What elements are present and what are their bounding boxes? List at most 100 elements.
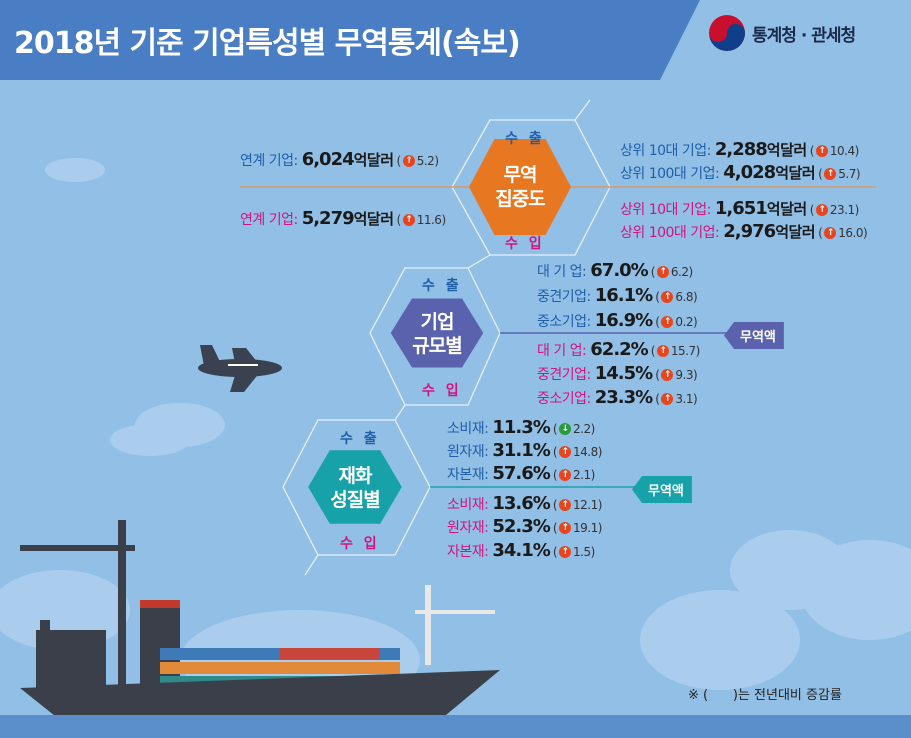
change-value: 2.1 [573, 468, 591, 482]
stat-label: 자본재: [447, 467, 489, 483]
stat-row: 중소기업: 23.3%(↑ 3.1) [537, 387, 698, 408]
stat-label: 상위 10대 기업: [620, 143, 711, 159]
stat-change: (↑ 3.1) [655, 392, 698, 406]
stat-label: 상위 100대 기업: [620, 166, 720, 182]
arrow-up-icon: ↑ [559, 446, 571, 458]
arrow-up-icon: ↑ [656, 266, 669, 278]
arrow-up-icon: ↑ [815, 204, 828, 216]
stat-row: 원자재: 31.1%(↑ 14.8) [447, 440, 602, 461]
agency-names: 통계청 · 관세청 [752, 25, 856, 46]
stat-label: 원자재: [447, 520, 489, 536]
stat-value: 16.1% [594, 285, 653, 306]
arrow-up-icon: ↑ [661, 369, 674, 381]
page-title: 2018년 기준 기업특성별 무역통계(속보) [14, 26, 521, 61]
arrow-down-icon: ↓ [559, 423, 571, 435]
stat-value: 14.5% [594, 363, 653, 384]
stat-value: 23.3% [594, 387, 653, 408]
change-value: 10.4 [829, 144, 855, 158]
stat-value: 67.0% [590, 260, 648, 281]
change-value: 16.0 [838, 226, 863, 240]
stat-row: 대 기 업: 67.0%(↑ 6.2) [537, 260, 693, 281]
stat-value: 13.6% [492, 493, 550, 514]
stat-change: (↑ 6.2) [650, 265, 693, 279]
stat-change: (↑ 10.4) [809, 144, 860, 158]
stat-row: 상위 100대 기업: 2,976 억달러(↑ 16.0) [620, 221, 868, 242]
arrow-up-icon: ↑ [559, 546, 571, 558]
stat-change: (↑ 12.1) [552, 498, 603, 512]
stat-row: 상위 100대 기업: 4,028 억달러(↑ 5.7) [620, 162, 861, 183]
change-value: 11.6 [416, 213, 442, 227]
size-import-label: 수 입 [422, 383, 462, 399]
stat-change: (↑ 16.0) [818, 226, 868, 240]
stat-value: 34.1% [492, 540, 550, 561]
arrow-up-icon: ↑ [559, 499, 571, 511]
stat-row: 소비재: 13.6%(↑ 12.1) [447, 493, 602, 514]
taegeuk-logo-icon [709, 15, 745, 51]
stat-value: 6,024 [301, 149, 355, 170]
concentration-import-label: 수 입 [505, 236, 545, 252]
stat-row: 연계 기업: 5,279 억달러(↑ 11.6) [240, 208, 446, 229]
change-value: 15.7 [670, 344, 696, 358]
arrow-up-icon: ↑ [661, 291, 674, 303]
goods-export-label: 수 출 [340, 431, 380, 447]
stat-label: 중견기업: [537, 367, 591, 383]
concentration-hex [469, 138, 571, 235]
change-value: 9.3 [675, 368, 693, 382]
stat-change: (↑ 11.6) [396, 213, 447, 227]
change-value: 2.2 [573, 422, 591, 436]
arrow-up-icon: ↑ [656, 345, 669, 357]
change-value: 1.5 [573, 545, 591, 559]
change-value: 12.1 [573, 498, 598, 512]
stat-row: 원자재: 52.3%(↑ 19.1) [447, 516, 602, 537]
stat-row: 상위 10대 기업: 2,288 억달러(↑ 10.4) [620, 139, 859, 160]
stat-value: 2,976 [723, 221, 776, 242]
arrow-up-icon: ↑ [402, 214, 415, 226]
size-title: 기업 규모별 [412, 311, 462, 357]
airplane-icon [198, 345, 282, 392]
stat-value: 4,028 [723, 162, 776, 183]
stat-unit: 억달러 [775, 223, 816, 241]
stat-label: 연계 기업: [240, 212, 298, 228]
stat-row: 중소기업: 16.9%(↑ 0.2) [537, 310, 698, 331]
stat-row: 자본재: 57.6%(↑ 2.1) [447, 463, 595, 484]
arrow-up-icon: ↑ [824, 168, 837, 180]
stat-change: (↑ 2.1) [552, 468, 595, 482]
change-value: 6.2 [670, 265, 689, 279]
stat-change: (↑ 9.3) [655, 368, 698, 382]
stat-label: 소비재: [447, 421, 489, 437]
change-value: 3.1 [675, 392, 693, 406]
arrow-up-icon: ↑ [661, 316, 674, 328]
arrow-up-icon: ↑ [559, 469, 571, 481]
stat-unit: 억달러 [775, 164, 816, 182]
stat-value: 62.2% [590, 339, 648, 360]
stat-label: 대 기 업: [537, 343, 587, 359]
stat-label: 대 기 업: [537, 264, 587, 280]
stat-value: 5,279 [301, 208, 355, 229]
stat-row: 연계 기업: 6,024 억달러(↑ 5.2) [240, 149, 439, 170]
stat-value: 1,651 [714, 198, 768, 219]
stat-change: (↑ 5.7) [818, 167, 861, 181]
size-hex [390, 298, 484, 368]
stat-label: 중견기업: [537, 289, 591, 305]
size-export-label: 수 출 [422, 278, 462, 294]
stat-change: (↑ 6.8) [655, 290, 698, 304]
arrow-up-icon: ↑ [559, 522, 571, 534]
size-trade-amount-tag: 무역액 [724, 322, 784, 349]
stat-label: 중소기업: [537, 314, 591, 330]
concentration-export-label: 수 출 [505, 131, 545, 147]
stat-row: 소비재: 11.3%(↓ 2.2) [447, 417, 595, 438]
change-note: ※ ( )는 전년대비 증감률 [688, 688, 842, 703]
goods-import-label: 수 입 [340, 536, 380, 552]
arrow-up-icon: ↑ [402, 155, 415, 167]
stat-value: 31.1% [492, 440, 550, 461]
stat-change: (↑ 15.7) [650, 344, 701, 358]
stat-change: (↑ 1.5) [552, 545, 595, 559]
header-banner [0, 0, 700, 80]
goods-title: 재화 성질별 [330, 465, 380, 511]
stat-row: 자본재: 34.1%(↑ 1.5) [447, 540, 595, 561]
stat-label: 연계 기업: [240, 153, 298, 169]
stat-value: 2,288 [714, 139, 768, 160]
stat-change: (↓ 2.2) [552, 422, 595, 436]
stat-unit: 억달러 [766, 200, 807, 218]
